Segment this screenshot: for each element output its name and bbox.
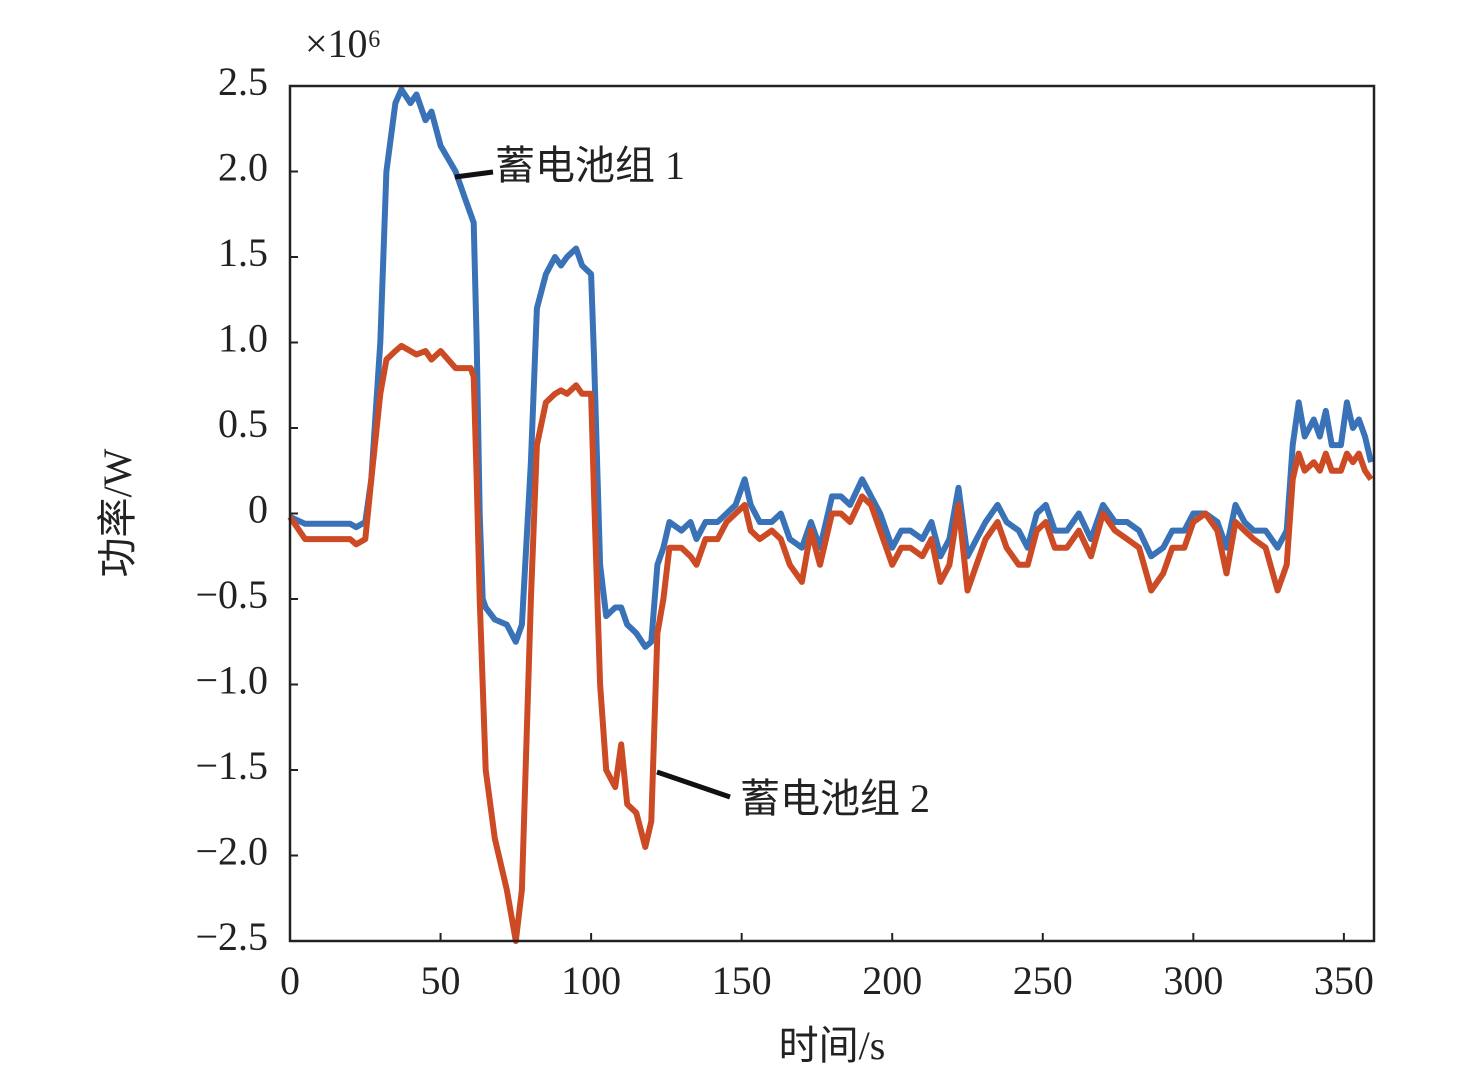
y-multiplier: ×10⁶: [305, 21, 382, 66]
x-tick-label: 200: [862, 958, 922, 1003]
y-tick-label: 1.0: [218, 316, 268, 361]
x-tick-label: 100: [561, 958, 621, 1003]
x-tick-label: 50: [421, 958, 461, 1003]
y-tick-label: 0.5: [218, 401, 268, 446]
x-tick-label: 350: [1314, 958, 1374, 1003]
y-tick-label: −2.5: [195, 914, 268, 959]
x-tick-label: 0: [280, 958, 300, 1003]
leader-line: [656, 769, 731, 800]
series-label: 蓄电池组 2: [740, 776, 930, 821]
x-axis-label: 时间/s: [779, 1023, 886, 1068]
series-line: [287, 342, 1374, 944]
y-axis-label: 功率/W: [95, 448, 140, 577]
y-tick-label: −1.5: [195, 743, 268, 788]
x-tick-label: 150: [712, 958, 772, 1003]
y-tick-label: 2.0: [218, 145, 268, 190]
x-tick-label: 250: [1013, 958, 1073, 1003]
y-tick-label: −2.0: [195, 829, 268, 874]
leader-line: [454, 169, 494, 180]
plot-frame: [288, 84, 1376, 943]
y-tick-label: −1.0: [195, 658, 268, 703]
y-tick-label: 2.5: [218, 59, 268, 104]
y-tick-label: 0: [248, 487, 268, 532]
series-label: 蓄电池组 1: [495, 143, 685, 188]
x-tick-label: 300: [1163, 958, 1223, 1003]
y-tick-label: −0.5: [195, 572, 268, 617]
y-tick-label: 1.5: [218, 230, 268, 275]
